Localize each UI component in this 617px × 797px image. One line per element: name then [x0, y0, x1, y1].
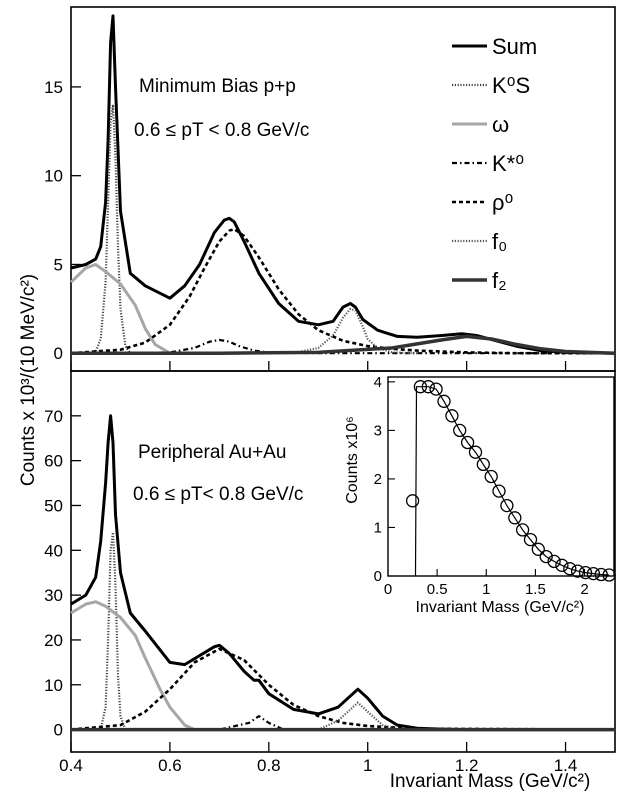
- bottom-panel-title: Peripheral Au+Au: [138, 442, 286, 463]
- legend-label: K⁰S: [492, 73, 530, 98]
- inset-point: [460, 435, 475, 450]
- bottom-panel-frame: [70, 370, 616, 753]
- inset-point: [429, 382, 443, 396]
- inset-x-tick-label: 0: [384, 581, 392, 598]
- top-panel-frame: [70, 6, 616, 372]
- inset-x-axis-title: Invariant Mass (GeV/c²): [416, 599, 585, 616]
- inset-y-axis-title: Counts x10⁶: [344, 416, 361, 504]
- bottom-y-tick-label: 30: [44, 586, 63, 605]
- inset-y-tick-label: 2: [374, 471, 382, 488]
- inset-y-tick-label: 0: [374, 568, 382, 585]
- inset-point: [515, 523, 530, 537]
- top-panel-subtitle: 0.6 ≤ pT < 0.8 GeV/c: [134, 120, 309, 141]
- inset-y-tick-label: 3: [374, 422, 382, 439]
- x-axis-title: Invariant Mass (GeV/c²): [390, 771, 591, 792]
- top-series-ks0: [90, 103, 132, 355]
- bottom-panel-subtitle: 0.6 ≤ pT< 0.8 GeV/c: [133, 484, 303, 505]
- inset-point: [594, 567, 608, 582]
- bottom-series-ks0: [99, 531, 127, 730]
- bottom-series-sum: [70, 414, 615, 732]
- top-series-omega: [69, 263, 171, 355]
- inset-point: [555, 558, 569, 572]
- bottom-series-f0: [317, 701, 398, 731]
- legend: Sum K⁰S ω K*⁰ ρ⁰ f₀ f₂: [452, 34, 537, 293]
- x-tick-label: 1.4: [554, 756, 578, 775]
- inset-x-tick-label: 0.5: [427, 581, 448, 598]
- x-tick-label: 0.6: [158, 756, 182, 775]
- inset-y-tick-label: 4: [374, 374, 382, 391]
- legend-label: f₂: [492, 268, 507, 293]
- inset-y-tick-label: 1: [374, 519, 382, 536]
- top-series-rho0: [70, 227, 615, 355]
- inset-plot: 0 1 2 3 4 0 0.5 1 1.5 2: [374, 374, 616, 598]
- top-y-tick-label: 15: [44, 78, 63, 97]
- bottom-y-tick-label: 40: [44, 541, 63, 560]
- bottom-y-tick-label: 70: [44, 407, 63, 426]
- bottom-y-tick-label: 10: [44, 676, 63, 695]
- inset-point: [492, 484, 506, 498]
- legend-label: ρ⁰: [492, 190, 514, 215]
- bottom-series-rho0: [70, 647, 616, 731]
- legend-label: f₀: [492, 229, 507, 254]
- inset-point: [523, 532, 538, 547]
- x-tick-label: 1.2: [455, 756, 479, 775]
- legend-label: ω: [492, 112, 509, 137]
- inset-point: [539, 549, 553, 564]
- inset-x-tick-label: 1: [482, 581, 490, 598]
- inset-point: [445, 409, 459, 423]
- inset-point: [563, 562, 577, 576]
- top-y-tick-label: 10: [44, 167, 63, 186]
- inset-point: [413, 380, 428, 394]
- x-tick-label: 0.8: [257, 756, 281, 775]
- bottom-series-omega: [70, 600, 196, 731]
- inset-point: [437, 394, 451, 408]
- inset-point: [508, 511, 522, 525]
- bottom-y-tick-label: 0: [54, 721, 63, 740]
- inset-point: [602, 568, 616, 582]
- inset-point: [405, 494, 420, 508]
- inset-point: [453, 423, 467, 438]
- legend-label: Sum: [492, 34, 537, 59]
- bottom-y-tick-label: 20: [44, 631, 63, 650]
- inset-point: [484, 469, 498, 484]
- y-axis-title: Counts x 10³/(10 MeV/c²): [18, 274, 39, 486]
- inset-point: [578, 565, 593, 580]
- inset-point: [468, 445, 483, 459]
- bottom-y-tick-label: 60: [44, 452, 63, 471]
- inset-point: [531, 542, 545, 556]
- x-tick-label: 0.4: [59, 756, 83, 775]
- bottom-y-tick-label: 50: [44, 496, 63, 515]
- inset-point: [421, 380, 435, 394]
- top-panel-title: Minimum Bias p+p: [139, 76, 296, 97]
- top-panel-plot: 0 5 10 15: [44, 14, 616, 371]
- top-y-tick-label: 5: [54, 255, 63, 274]
- top-series-f2: [71, 334, 616, 355]
- inset-point: [570, 564, 585, 578]
- x-tick-label: 1: [363, 756, 372, 775]
- top-series-f0: [293, 307, 418, 355]
- inset-x-tick-label: 2: [580, 581, 588, 598]
- inset-point: [476, 457, 490, 472]
- inset-point: [500, 498, 514, 513]
- inset-frame: [387, 376, 615, 577]
- inset-point: [586, 566, 601, 581]
- legend-label: K*⁰: [492, 151, 524, 176]
- top-series-sum: [70, 14, 616, 355]
- inset-point: [547, 554, 561, 569]
- inset-x-tick-label: 1.5: [525, 581, 546, 598]
- top-y-tick-label: 0: [54, 344, 63, 363]
